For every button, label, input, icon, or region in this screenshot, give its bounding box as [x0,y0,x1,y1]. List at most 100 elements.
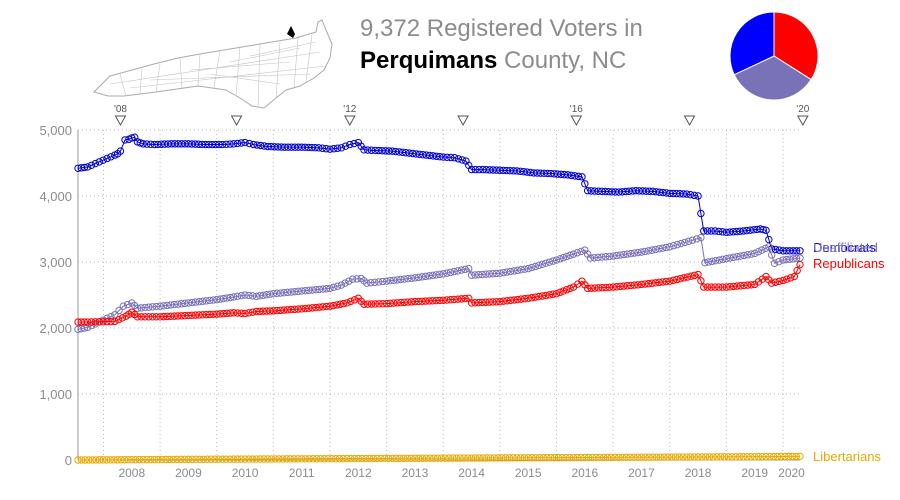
data-point [426,454,434,462]
data-point [152,302,161,311]
data-point [662,277,670,286]
data-point [754,278,763,286]
data-point [461,265,469,274]
data-point [378,277,387,286]
data-point [297,455,306,463]
data-point [651,279,660,287]
data-point [549,290,557,298]
data-point [711,256,720,265]
data-point [485,270,493,278]
pie-slice-1 [733,55,812,101]
data-point [117,456,125,464]
data-point [403,454,412,463]
data-point [711,227,719,235]
data-point [482,454,491,462]
data-point [91,159,100,168]
data-point [506,267,515,276]
data-point [722,255,731,263]
data-point [330,145,338,153]
data-point [271,455,279,463]
data-point [377,454,385,463]
data-point [474,271,483,279]
data-point [80,163,89,172]
data-point [510,296,518,304]
data-point [181,311,189,320]
data-point [191,298,200,306]
data-point [421,272,430,281]
data-point [154,455,162,464]
data-point [601,253,610,261]
data-point [418,297,426,305]
data-point [733,253,741,261]
data-point [437,454,446,462]
data-point [524,454,532,462]
data-point [645,453,653,461]
data-point [400,298,409,307]
data-point [421,297,430,305]
data-point [709,453,717,461]
data-point [237,139,245,147]
title-text-2: County, NC [497,47,627,74]
data-point [545,291,554,299]
data-point [747,250,755,258]
data-point [531,262,539,271]
data-point [578,173,586,181]
data-point [781,452,789,461]
election-marker [230,115,243,127]
data-point [524,294,532,302]
data-point [735,453,744,461]
data-point [655,278,663,287]
data-point [679,190,688,198]
data-point [393,276,401,284]
data-point [202,297,210,305]
data-point [711,283,719,291]
x-tick-label: 2014 [458,466,485,480]
data-point [641,280,649,288]
data-point [692,235,701,243]
data-point [237,455,245,463]
data-point [773,452,782,461]
data-point [591,284,599,292]
data-point [407,274,416,282]
data-point [622,453,631,461]
data-point [365,454,374,463]
data-point [305,304,313,312]
data-point [457,266,466,274]
data-point [418,273,426,281]
data-point [226,293,235,302]
data-point [329,301,338,310]
data-point [119,302,128,310]
data-point [658,244,667,252]
data-point [226,455,234,463]
election-marker [683,115,696,127]
data-point [184,455,193,464]
data-point [404,298,412,306]
data-point [213,295,221,304]
data-point [367,279,375,287]
data-point [671,453,680,461]
data-point [771,245,780,254]
data-point [297,305,306,313]
data-point [85,456,93,464]
data-point [305,455,313,463]
data-point [713,453,721,461]
data-point [545,258,554,266]
y-tick-label: 1,000 [39,387,72,402]
data-point [139,140,147,148]
data-point [446,296,455,304]
election-marker [114,115,127,127]
data-point [322,285,331,293]
data-point [436,296,444,305]
data-point [143,140,151,148]
data-point [528,263,536,272]
data-point [91,320,100,328]
data-point [146,455,155,464]
data-point [152,313,161,321]
data-point [156,313,164,321]
county-name: Perquimans [360,47,498,74]
data-point [439,153,447,161]
data-point [80,318,89,326]
data-point [388,454,396,463]
data-point [767,251,776,259]
data-point [528,454,536,462]
